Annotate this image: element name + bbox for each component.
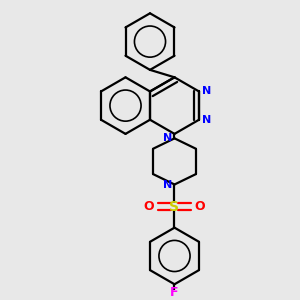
Text: F: F (170, 286, 179, 299)
Text: N: N (202, 86, 211, 97)
Text: N: N (202, 115, 211, 125)
Text: N: N (163, 134, 172, 143)
Text: O: O (144, 200, 154, 213)
Text: N: N (163, 179, 172, 190)
Text: S: S (169, 200, 179, 214)
Text: O: O (195, 200, 206, 213)
